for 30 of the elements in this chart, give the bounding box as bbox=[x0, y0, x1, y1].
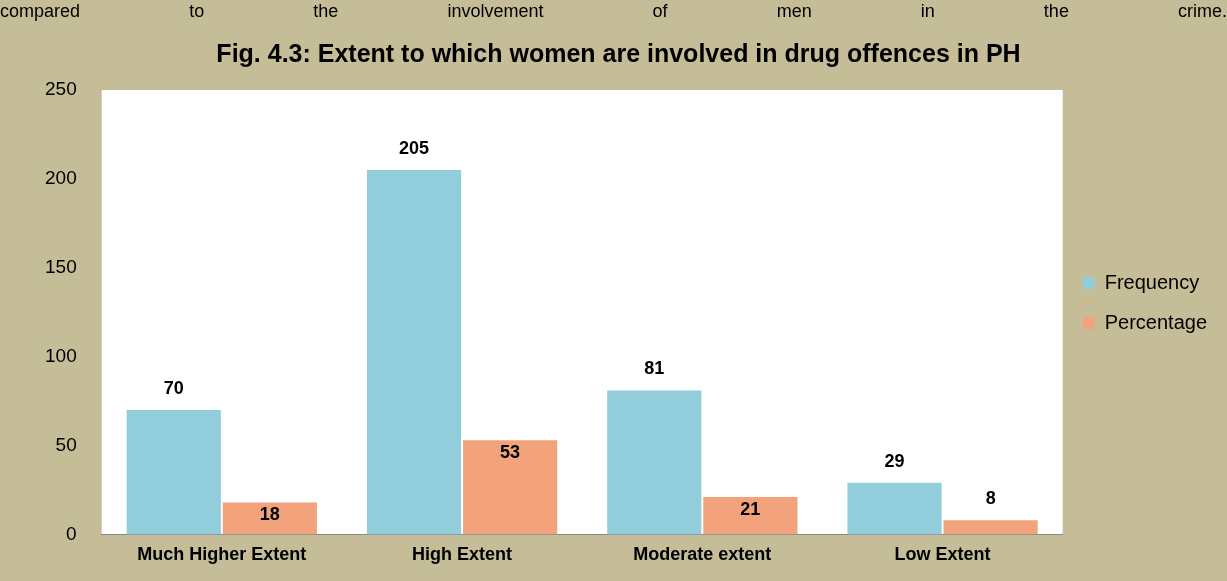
bar bbox=[943, 520, 1038, 535]
y-tick-label: 250 bbox=[45, 78, 77, 100]
data-label: 21 bbox=[740, 499, 761, 520]
data-label: 205 bbox=[399, 137, 430, 158]
data-label: 81 bbox=[644, 358, 665, 379]
bar bbox=[463, 440, 558, 535]
bar bbox=[607, 390, 702, 535]
legend-label: Frequency bbox=[1104, 270, 1200, 293]
chart-title: Fig. 4.3: Extent to which women are involved in drug offences in PH bbox=[216, 38, 1021, 67]
y-tick-label: 200 bbox=[45, 167, 77, 189]
y-tick-label: 50 bbox=[55, 433, 77, 455]
data-label: 53 bbox=[500, 442, 521, 463]
y-tick-label: 0 bbox=[66, 522, 77, 544]
x-tick-label: Low Extent bbox=[894, 544, 991, 565]
data-label: 70 bbox=[163, 377, 184, 398]
x-tick-label: Much Higher Extent bbox=[137, 544, 307, 565]
bar bbox=[222, 502, 317, 535]
bar bbox=[366, 169, 462, 535]
legend-label: Percentage bbox=[1104, 310, 1207, 333]
y-tick-label: 100 bbox=[45, 344, 77, 366]
data-label: 18 bbox=[259, 504, 280, 525]
bar bbox=[703, 497, 798, 535]
y-tick-label: 150 bbox=[45, 255, 77, 277]
bar bbox=[126, 409, 221, 535]
text: compared to the involvement of men in the crime. bbox=[0, 0, 1227, 22]
data-label: 29 bbox=[884, 450, 905, 471]
data-label: 8 bbox=[985, 488, 996, 509]
x-tick-label: High Extent bbox=[412, 544, 513, 565]
x-tick-label: Moderate extent bbox=[633, 544, 772, 565]
bar bbox=[847, 482, 942, 535]
